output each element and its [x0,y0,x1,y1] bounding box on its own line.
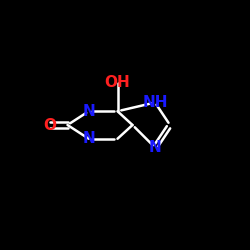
Text: NH: NH [142,95,168,110]
Text: N: N [148,140,162,155]
Text: O: O [44,118,57,132]
Text: OH: OH [104,75,130,90]
Text: N: N [82,131,95,146]
Text: N: N [82,104,95,119]
